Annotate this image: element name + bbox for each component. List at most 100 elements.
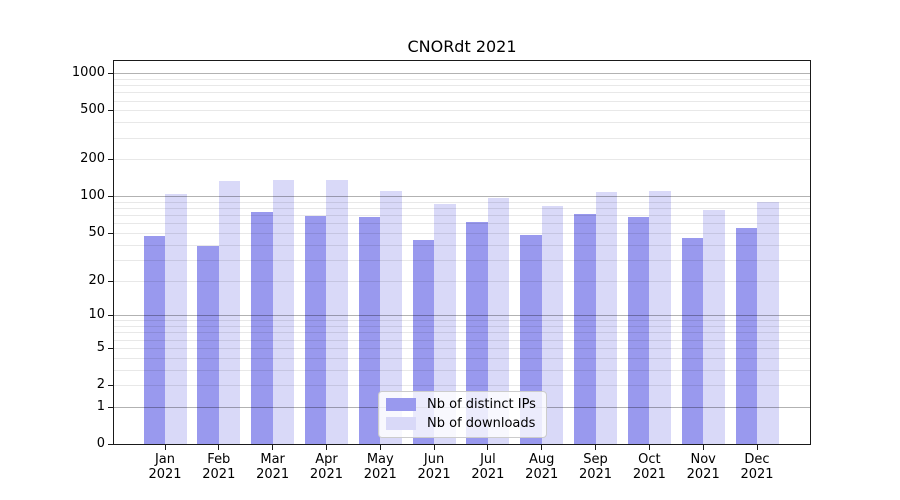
legend-swatch-distinct-ips [386, 398, 416, 411]
x-tick-label-month: Sep [583, 452, 608, 467]
x-tick-label: Jun 2021 [404, 452, 464, 482]
x-tick-label-month: Apr [315, 452, 338, 467]
bar-distinct-ips [304, 215, 327, 444]
bar-downloads [434, 204, 456, 444]
x-tick-label: May 2021 [350, 452, 410, 482]
x-tick-label-month: Aug [529, 452, 555, 467]
legend-entry-downloads: Nb of downloads [386, 416, 536, 431]
bar-distinct-ips [627, 216, 650, 444]
x-tick-mark [272, 445, 274, 450]
x-tick-label-year: 2021 [417, 467, 451, 482]
x-tick-label-year: 2021 [256, 467, 290, 482]
x-tick-label-month: May [366, 452, 394, 467]
x-tick-label-year: 2021 [686, 467, 720, 482]
y-tick-label: 200 [80, 151, 105, 167]
y-tick-mark [108, 444, 113, 445]
y-tick-mark [108, 385, 113, 386]
x-tick-label: Feb 2021 [189, 452, 249, 482]
x-tick-label-month: Feb [207, 452, 231, 467]
y-tick-mark [108, 233, 113, 234]
x-tick-mark [325, 445, 327, 450]
bar-distinct-ips [143, 236, 165, 444]
x-tick-label-month: Mar [260, 452, 285, 467]
x-tick-mark [379, 445, 381, 450]
x-tick-mark [702, 445, 704, 450]
y-tick-label: 5 [96, 339, 105, 355]
x-tick-mark [541, 445, 543, 450]
y-tick-mark [108, 110, 113, 111]
legend-entry-distinct-ips: Nb of distinct IPs [386, 397, 536, 412]
x-tick-label-year: 2021 [578, 467, 613, 482]
x-tick-label-year: 2021 [363, 467, 397, 482]
x-tick-mark [218, 445, 220, 450]
bar-downloads [757, 202, 779, 444]
x-tick-label-month: Dec [744, 452, 770, 467]
x-tick-label: Dec 2021 [727, 452, 787, 482]
legend: Nb of distinct IPs Nb of downloads [378, 391, 547, 438]
bars-layer [114, 61, 810, 444]
x-tick-label: Jul 2021 [458, 452, 518, 482]
chart-title: CNORdt 2021 [407, 37, 517, 56]
y-tick-label: 500 [80, 102, 105, 118]
bar-distinct-ips [251, 211, 273, 444]
x-tick-label: Mar 2021 [243, 452, 303, 482]
x-tick-label-year: 2021 [525, 467, 559, 482]
x-tick-mark [595, 445, 597, 450]
legend-label-distinct-ips: Nb of distinct IPs [427, 397, 536, 412]
bar-downloads [272, 179, 295, 444]
x-tick-label: Nov 2021 [673, 452, 733, 482]
bar-downloads [649, 191, 671, 444]
x-tick-mark [487, 445, 489, 450]
bar-distinct-ips [466, 221, 488, 444]
bar-distinct-ips [197, 245, 219, 444]
bar-downloads [541, 205, 564, 444]
x-tick-label: Jan 2021 [135, 452, 195, 482]
x-tick-label-year: 2021 [632, 467, 666, 482]
x-tick-mark [648, 445, 650, 450]
bar-downloads [595, 191, 618, 444]
bar-distinct-ips [358, 216, 381, 444]
x-tick-label-year: 2021 [309, 467, 343, 482]
y-tick-label: 2 [96, 377, 105, 393]
x-tick-label-month: Nov [690, 452, 716, 467]
x-tick-label: Oct 2021 [619, 452, 679, 482]
y-tick-label: 1 [96, 398, 105, 414]
x-tick-label-year: 2021 [148, 467, 182, 482]
x-tick-label-month: Jun [423, 452, 445, 467]
y-tick-label: 1000 [71, 65, 105, 81]
x-tick-label-year: 2021 [202, 467, 236, 482]
y-tick-mark [108, 407, 113, 408]
x-tick-label-month: Jan [154, 452, 176, 467]
bar-downloads [218, 180, 241, 444]
y-tick-mark [108, 315, 113, 316]
y-tick-label: 50 [88, 224, 105, 240]
x-tick-mark [756, 445, 758, 450]
bar-distinct-ips [681, 238, 704, 444]
y-tick-mark [108, 281, 113, 282]
y-tick-label: 10 [88, 307, 105, 323]
y-tick-mark [108, 73, 113, 74]
x-tick-mark [433, 445, 435, 450]
bar-downloads [326, 180, 348, 444]
x-tick-label-month: Jul [480, 452, 496, 467]
bar-distinct-ips [574, 214, 596, 444]
bar-distinct-ips [735, 227, 757, 444]
bar-downloads [703, 210, 725, 444]
legend-swatch-downloads [386, 417, 416, 430]
x-tick-label: Apr 2021 [296, 452, 356, 482]
bar-downloads [380, 191, 402, 444]
y-tick-mark [108, 159, 113, 160]
y-tick-mark [108, 348, 113, 349]
y-tick-label: 0 [96, 436, 105, 451]
x-tick-label: Aug 2021 [512, 452, 572, 482]
y-tick-label: 100 [80, 188, 105, 204]
bar-downloads [487, 198, 510, 444]
x-tick-label-month: Oct [638, 452, 661, 467]
x-tick-label-year: 2021 [740, 467, 774, 482]
legend-label-downloads: Nb of downloads [427, 416, 536, 431]
plot-area: Nb of distinct IPs Nb of downloads [114, 61, 810, 444]
bar-downloads [165, 193, 187, 444]
x-tick-label: Sep 2021 [566, 452, 626, 482]
x-tick-mark [164, 445, 166, 450]
